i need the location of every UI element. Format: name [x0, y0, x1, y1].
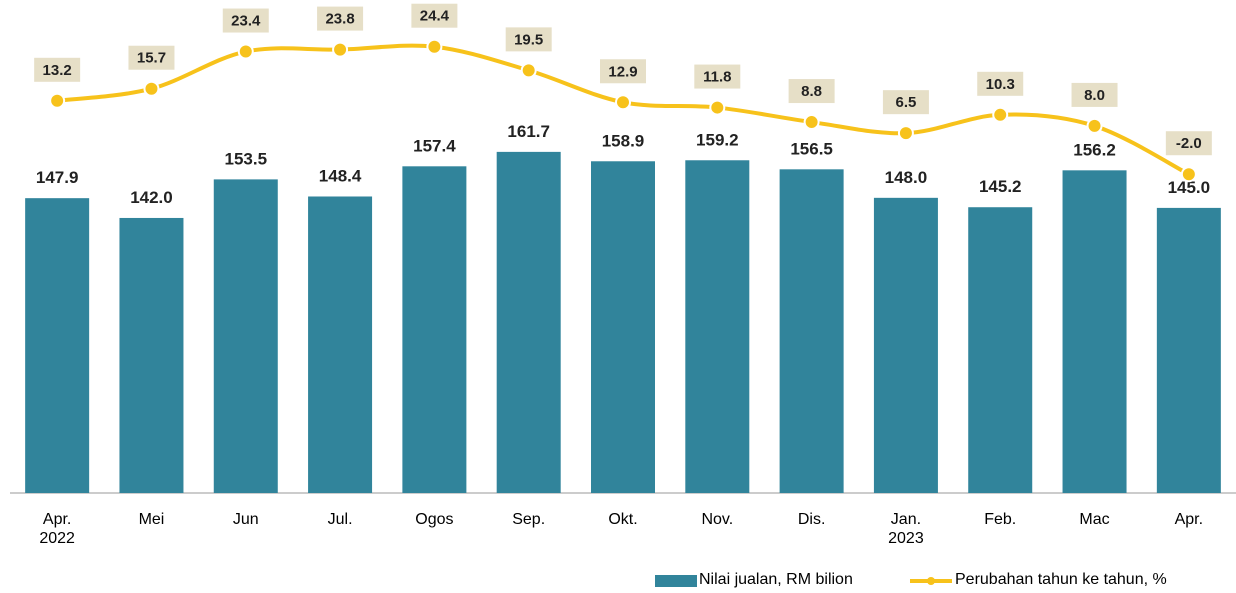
line-marker	[520, 62, 537, 79]
bar-value-label: 147.9	[36, 168, 79, 187]
bar	[1062, 170, 1127, 493]
line-marker	[803, 114, 820, 131]
x-tick-label: Apr. 2022	[39, 511, 75, 547]
legend-swatch	[655, 575, 697, 587]
value-label-box	[222, 8, 269, 33]
value-label-box	[882, 90, 929, 115]
value-label-box	[411, 3, 458, 28]
bar	[591, 161, 655, 493]
line-value-label: -2.0	[1176, 135, 1202, 152]
bar	[25, 198, 90, 493]
x-tick-label: Ogos	[415, 511, 454, 528]
line-value-label: 8.8	[801, 83, 822, 100]
bar-value-label: 142.0	[130, 188, 173, 207]
line-value-label: 6.5	[895, 94, 916, 111]
x-tick-label: Jan. 2023	[888, 511, 924, 547]
x-tick-label: Sep.	[512, 511, 546, 528]
x-tick-label: Dis.	[797, 511, 826, 528]
line-value-label: 10.3	[986, 76, 1015, 93]
bar-value-label: 148.0	[885, 168, 928, 187]
bar-value-label: 156.2	[1073, 140, 1116, 159]
bar-value-label: 156.5	[790, 139, 833, 158]
line-value-label: 11.8	[703, 69, 731, 86]
line-marker	[332, 41, 349, 58]
line-marker	[615, 94, 631, 111]
line-marker	[1086, 117, 1103, 134]
line-marker	[237, 43, 254, 60]
bar-value-label: 161.7	[507, 122, 550, 141]
value-label-box	[1165, 131, 1212, 156]
value-label-box	[788, 79, 835, 104]
x-tick-label: Apr.	[1174, 511, 1204, 528]
value-label-box	[317, 6, 364, 31]
value-label-box	[34, 57, 81, 82]
line-value-label: 23.8	[325, 11, 354, 28]
bar-value-label: 158.9	[602, 131, 645, 150]
value-label-box	[977, 71, 1024, 96]
bar	[779, 169, 844, 493]
line-value-label: 8.0	[1084, 87, 1105, 104]
bar-value-label: 153.5	[224, 149, 267, 168]
bar	[968, 207, 1033, 493]
bar	[1156, 207, 1221, 494]
bar	[685, 160, 750, 493]
value-label-box	[600, 59, 646, 84]
bar	[119, 217, 184, 494]
x-tick-label: Jun	[232, 511, 259, 528]
bar	[308, 196, 373, 493]
bar	[873, 197, 938, 494]
value-label-box	[505, 27, 552, 52]
x-tick-label: Mac	[1079, 511, 1110, 528]
x-tick-label: Mei	[138, 511, 165, 528]
line-marker	[426, 38, 443, 55]
legend-label: Nilai jualan, RM bilion	[699, 571, 853, 588]
legend-swatch	[927, 577, 935, 585]
bar	[496, 151, 561, 493]
bar-value-label: 157.4	[413, 136, 456, 155]
legend-label: Perubahan tahun ke tahun, %	[955, 571, 1167, 588]
line-value-label: 19.5	[514, 31, 543, 48]
x-tick-label: Jul.	[327, 511, 353, 528]
value-label-box	[694, 64, 741, 89]
x-tick-label: Feb.	[984, 511, 1017, 528]
line-marker	[143, 80, 160, 97]
line-marker	[897, 125, 914, 142]
bar-value-label: 148.4	[319, 166, 362, 185]
bar-value-label: 145.0	[1168, 178, 1211, 197]
line-marker	[709, 99, 726, 116]
x-tick-label: Okt.	[608, 511, 638, 528]
bar	[213, 179, 278, 493]
value-label-box	[128, 45, 175, 70]
bar-value-label: 145.2	[979, 177, 1022, 196]
value-label-box	[1071, 82, 1118, 107]
bar	[402, 166, 467, 493]
line-marker	[992, 106, 1009, 123]
line-value-label: 13.2	[43, 62, 72, 79]
line-value-label: 23.4	[231, 13, 261, 30]
line-value-label: 15.7	[137, 50, 166, 67]
line-value-label: 12.9	[608, 63, 637, 80]
bar-value-label: 159.2	[696, 130, 739, 149]
line-value-label: 24.4	[420, 8, 450, 25]
line-marker	[1180, 166, 1197, 183]
x-tick-label: Nov.	[701, 511, 734, 528]
line-marker	[49, 92, 66, 109]
